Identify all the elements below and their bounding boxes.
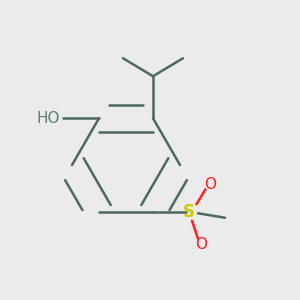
- Text: S: S: [183, 203, 195, 221]
- Text: HO: HO: [37, 111, 60, 126]
- Text: O: O: [195, 237, 207, 252]
- Text: O: O: [204, 177, 216, 192]
